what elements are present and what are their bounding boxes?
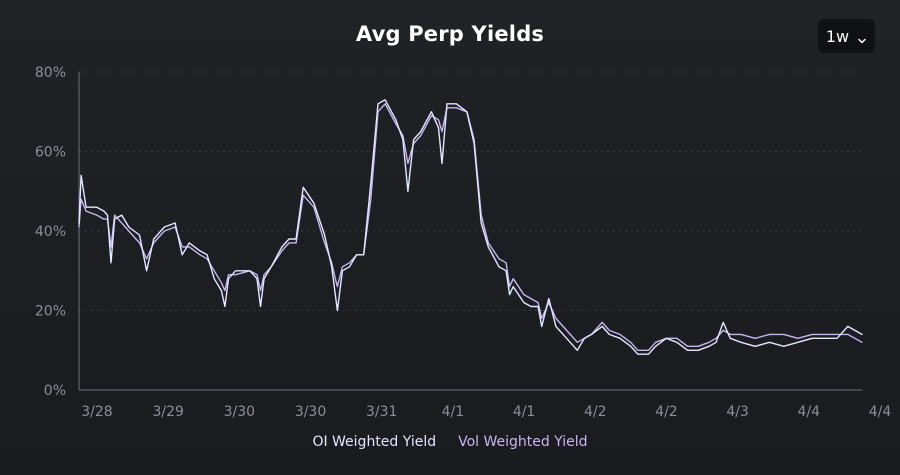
legend-item-vol-weighted-yield[interactable]: Vol Weighted Yield — [458, 434, 588, 450]
axes — [78, 72, 862, 391]
y-axis-ticks: 0% 20% 40% 60% 80% — [35, 65, 66, 399]
x-tick-label: 4/4 — [869, 404, 892, 420]
x-tick-label: 4/1 — [513, 404, 536, 420]
y-tick-label: 40% — [35, 224, 66, 240]
chart-title: Avg Perp Yields — [355, 22, 545, 46]
x-tick-label: 3/28 — [81, 404, 112, 420]
x-tick-label: 3/30 — [224, 404, 255, 420]
x-tick-label: 3/30 — [295, 404, 326, 420]
x-tick-label: 3/31 — [366, 404, 397, 420]
x-tick-label: 4/2 — [584, 404, 607, 420]
grid-lines — [79, 71, 862, 311]
x-tick-label: 4/1 — [442, 404, 465, 420]
series-line-oi-weighted-yield — [78, 99, 863, 355]
x-tick-label: 4/2 — [655, 404, 678, 420]
y-tick-label: 0% — [44, 383, 66, 399]
legend-item-oi-weighted-yield[interactable]: OI Weighted Yield — [312, 434, 437, 450]
series-line-vol-weighted-yield — [78, 103, 863, 351]
y-tick-label: 60% — [35, 145, 66, 161]
chevron-down-icon — [857, 31, 867, 44]
y-tick-label: 80% — [35, 65, 66, 81]
x-tick-label: 4/3 — [726, 404, 749, 420]
y-tick-label: 20% — [35, 304, 66, 320]
x-axis-ticks: 3/28 3/29 3/30 3/30 3/31 4/1 4/1 4/2 4/2 4/3 4/4 4/… — [81, 404, 891, 420]
x-tick-label: 3/29 — [152, 404, 183, 420]
time-range-dropdown[interactable]: 1w — [818, 19, 875, 53]
x-tick-label: 4/4 — [798, 404, 821, 420]
series-lines — [78, 99, 863, 355]
line-chart: 0% 20% 40% 60% 80% 3/28 3/29 3/30 3/30 3/31 4/1 4/… — [35, 65, 891, 420]
time-range-value: 1w — [825, 26, 850, 46]
chart-legend: OI Weighted Yield Vol Weighted Yield — [0, 434, 900, 450]
